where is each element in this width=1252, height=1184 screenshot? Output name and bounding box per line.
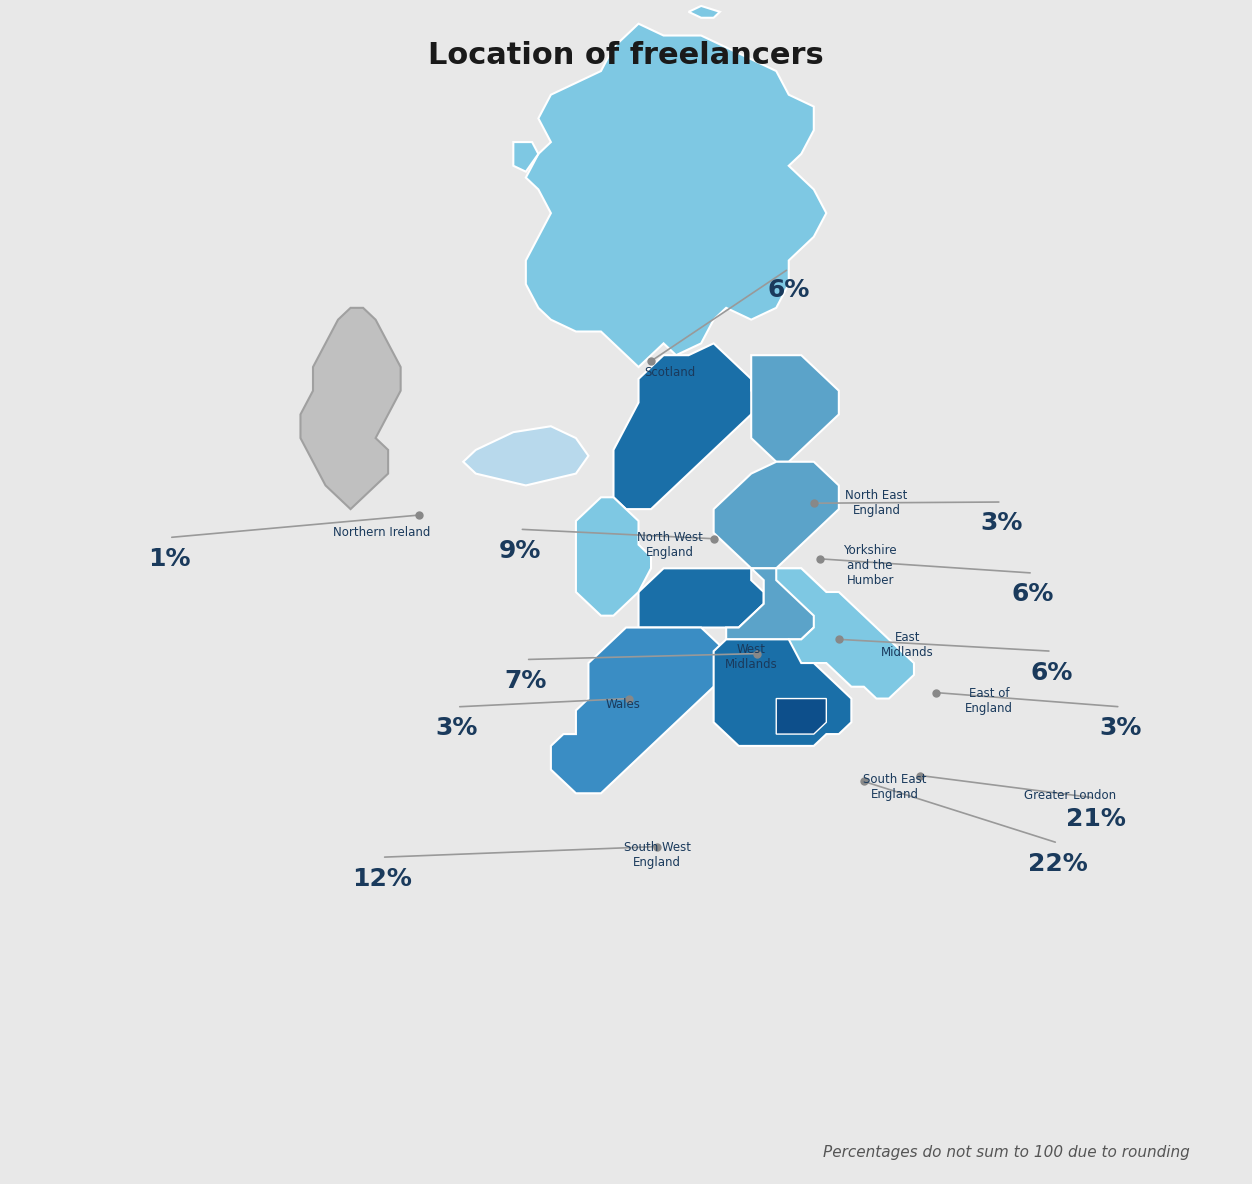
Polygon shape <box>551 628 726 793</box>
Text: 6%: 6% <box>767 278 810 302</box>
Text: 9%: 9% <box>498 539 541 562</box>
Polygon shape <box>726 568 839 639</box>
Polygon shape <box>689 6 720 18</box>
Text: 12%: 12% <box>352 867 412 890</box>
Polygon shape <box>576 497 651 616</box>
Text: Scotland: Scotland <box>645 367 695 379</box>
Text: 6%: 6% <box>1030 661 1073 684</box>
Text: 1%: 1% <box>148 547 190 571</box>
Polygon shape <box>463 426 588 485</box>
Text: East of
England: East of England <box>965 687 1013 715</box>
Text: Location of freelancers: Location of freelancers <box>428 41 824 70</box>
Polygon shape <box>513 142 538 172</box>
Polygon shape <box>639 568 764 628</box>
Text: North East
England: North East England <box>845 489 908 517</box>
Text: 21%: 21% <box>1065 807 1126 831</box>
Text: 6%: 6% <box>1012 583 1054 606</box>
Text: 7%: 7% <box>505 669 547 693</box>
Text: North West
England: North West England <box>637 530 702 559</box>
Polygon shape <box>714 462 839 568</box>
Text: Yorkshire
and the
Humber: Yorkshire and the Humber <box>844 545 896 587</box>
Text: South West
England: South West England <box>623 841 691 869</box>
Text: Wales: Wales <box>606 699 641 710</box>
Text: Greater London: Greater London <box>1024 790 1117 802</box>
Text: 3%: 3% <box>980 511 1023 535</box>
Text: Percentages do not sum to 100 due to rounding: Percentages do not sum to 100 due to rou… <box>823 1145 1189 1160</box>
Text: 22%: 22% <box>1028 852 1088 876</box>
Text: West
Midlands: West Midlands <box>725 643 777 671</box>
Polygon shape <box>613 343 764 509</box>
Polygon shape <box>526 24 826 367</box>
Polygon shape <box>776 568 914 699</box>
Text: South East
England: South East England <box>864 773 926 802</box>
Text: East
Midlands: East Midlands <box>881 631 934 659</box>
Text: 3%: 3% <box>436 716 478 740</box>
Polygon shape <box>776 699 826 734</box>
Polygon shape <box>751 355 839 462</box>
Polygon shape <box>714 639 851 746</box>
Text: Northern Ireland: Northern Ireland <box>333 527 431 539</box>
Text: 3%: 3% <box>1099 716 1142 740</box>
Polygon shape <box>300 308 401 509</box>
